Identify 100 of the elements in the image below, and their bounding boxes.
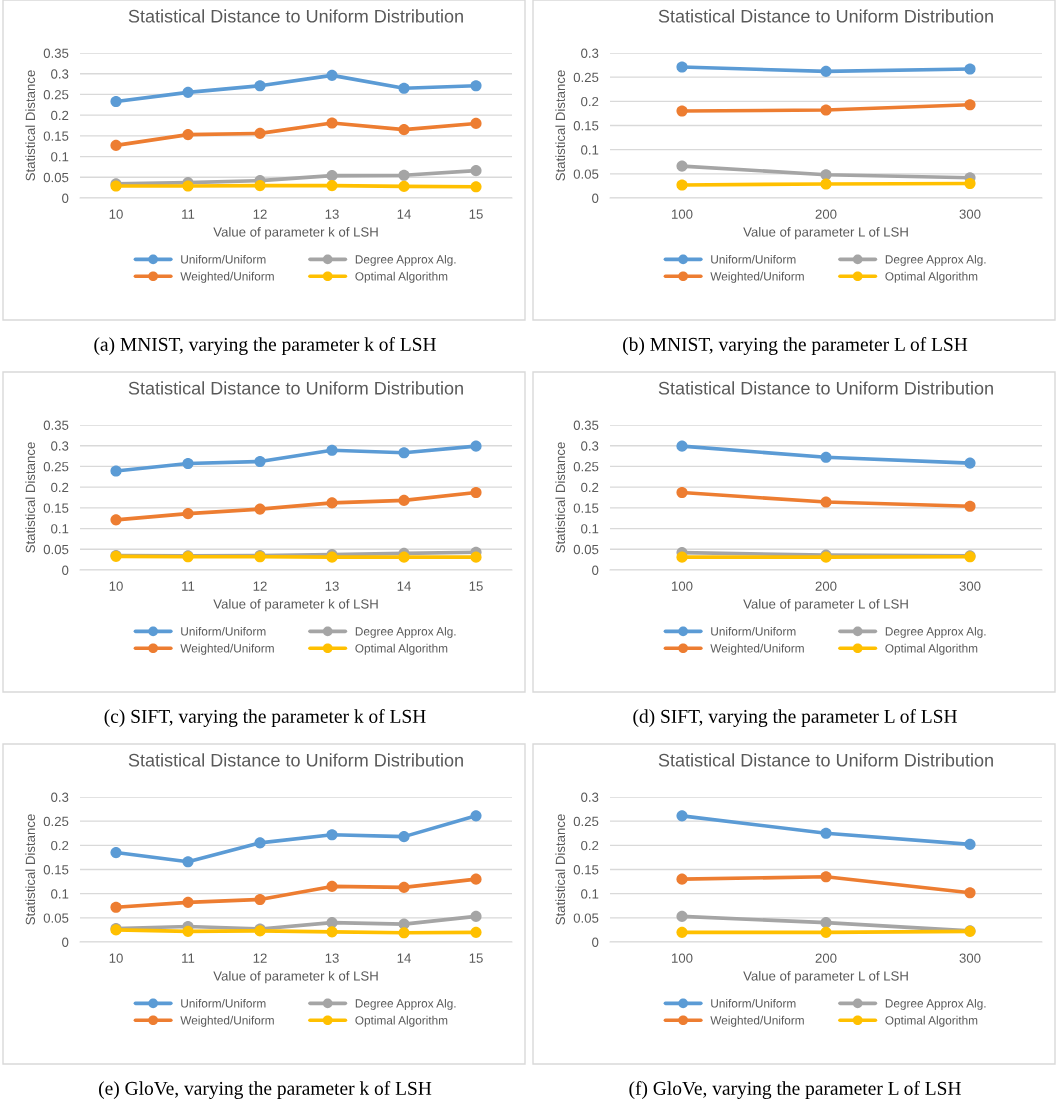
y-tick-label: 0.2	[51, 110, 69, 121]
y-tick-label: 0.15	[43, 131, 69, 141]
y-tick-label: 0.2	[51, 482, 69, 493]
y-tick-label: 0.1	[51, 524, 69, 534]
point	[470, 873, 482, 885]
y-tick-label: 0.35	[43, 48, 69, 58]
point	[326, 880, 338, 892]
point	[182, 129, 194, 141]
y-axis-title: Statistical Distance	[555, 70, 566, 181]
point	[676, 160, 688, 172]
point	[964, 887, 976, 899]
x-tick-label: 300	[959, 581, 981, 591]
x-axis-title: Value of parameter k of LSH	[213, 970, 378, 984]
point	[820, 104, 832, 116]
legend-label: Weighted/Uniform	[710, 271, 804, 283]
legend-label: Uniform/Uniform	[181, 626, 266, 636]
chart-title: Statistical Distance to Uniform Distribution	[658, 381, 993, 395]
x-tick-label: 200	[815, 581, 837, 591]
point	[254, 180, 266, 192]
legend-label: Uniform/Uniform	[181, 254, 266, 264]
point	[470, 486, 482, 499]
x-tick-label: 10	[109, 581, 123, 591]
point	[326, 170, 338, 182]
y-tick-label: 0.25	[43, 816, 69, 827]
y-tick-label: 0.25	[573, 462, 599, 472]
point	[254, 455, 266, 468]
point	[254, 893, 266, 906]
x-axis-title: Value of parameter k of LSH	[213, 226, 378, 240]
x-tick-label: 13	[325, 209, 339, 219]
point	[470, 810, 482, 822]
point	[676, 910, 688, 922]
x-tick-label: 14	[397, 581, 411, 591]
point	[110, 514, 122, 526]
point	[398, 831, 410, 843]
point	[676, 61, 688, 73]
point	[470, 910, 482, 922]
point	[676, 105, 688, 117]
chart-title: Statistical Distance to Uniform Distribution	[128, 753, 463, 767]
y-tick-label: 0	[62, 565, 69, 575]
x-tick-label: 12	[253, 953, 267, 963]
point	[820, 917, 832, 929]
y-tick-label: 0.35	[573, 420, 599, 430]
legend-label: Degree Approx Alg.	[355, 626, 456, 638]
legend-label: Weighted/Uniform	[180, 271, 274, 283]
point	[182, 86, 194, 98]
point	[398, 169, 410, 181]
point	[964, 838, 976, 850]
x-tick-label: 12	[253, 209, 267, 219]
legend-label: Optimal Algorithm	[355, 643, 448, 655]
y-tick-label: 0.25	[43, 90, 69, 100]
x-tick-label: 300	[959, 209, 981, 219]
x-tick-label: 15	[469, 209, 483, 219]
point	[470, 181, 482, 193]
x-tick-label: 10	[109, 953, 123, 963]
point	[326, 444, 338, 456]
point	[326, 926, 338, 938]
y-tick-label: 0.3	[581, 792, 599, 802]
point	[398, 447, 410, 459]
point	[326, 497, 338, 509]
y-tick-label: 0.05	[43, 544, 69, 555]
legend-label: Uniform/Uniform	[711, 254, 796, 264]
y-tick-label: 0.35	[43, 420, 69, 430]
y-tick-label: 0.3	[51, 792, 69, 802]
legend-label: Degree Approx Alg.	[355, 254, 456, 266]
point	[470, 165, 482, 177]
point	[470, 440, 482, 452]
point	[110, 847, 122, 859]
y-tick-label: 0.2	[581, 96, 599, 107]
point	[398, 124, 410, 136]
legend-label: Uniform/Uniform	[711, 998, 796, 1008]
point	[964, 99, 976, 111]
text: (b) MNIST, varying the parameter L of LSH	[623, 337, 968, 355]
x-tick-label: 100	[672, 581, 693, 591]
x-tick-label: 14	[397, 953, 411, 963]
point	[820, 451, 832, 463]
x-tick-label: 200	[815, 209, 837, 219]
y-tick-label: 0	[62, 193, 69, 203]
point	[110, 901, 122, 913]
legend-label: Degree Approx Alg.	[885, 626, 986, 638]
point	[326, 117, 338, 129]
x-tick-label: 12	[253, 581, 267, 591]
legend-label: Optimal Algorithm	[885, 1015, 978, 1027]
x-tick-label: 100	[672, 953, 693, 963]
point	[820, 178, 832, 190]
x-tick-label: 15	[469, 953, 483, 963]
legend-label: Weighted/Uniform	[180, 643, 274, 655]
point	[326, 829, 338, 841]
y-tick-label: 0.25	[43, 462, 69, 472]
point	[820, 65, 832, 77]
y-axis-title: Statistical Distance	[25, 814, 36, 925]
y-tick-label: 0.3	[51, 441, 69, 451]
y-tick-label: 0.3	[581, 441, 599, 451]
legend-label: Optimal Algorithm	[355, 271, 448, 283]
point	[254, 127, 266, 139]
y-axis-title: Statistical Distance	[555, 442, 566, 553]
legend-label: Optimal Algorithm	[885, 643, 978, 655]
point	[676, 486, 688, 499]
point	[820, 871, 832, 883]
point	[182, 457, 194, 470]
y-tick-label: 0.3	[51, 69, 69, 79]
